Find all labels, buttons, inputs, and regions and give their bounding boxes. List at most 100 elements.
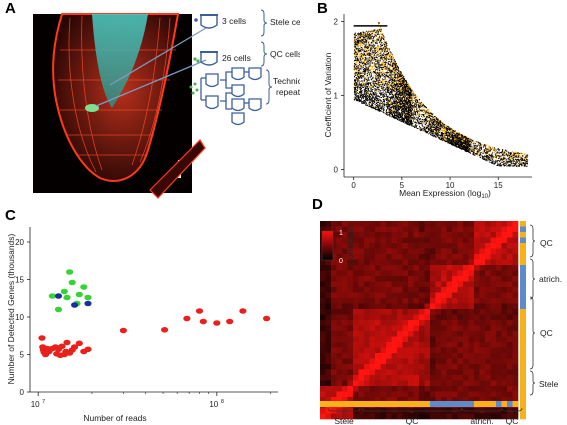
cv-point [448, 138, 450, 139]
cv-point [435, 133, 437, 135]
cv-point [389, 69, 391, 70]
cv-point [411, 118, 413, 120]
cv-point [361, 83, 363, 85]
cv-point [368, 79, 370, 81]
cv-point [358, 72, 359, 74]
cv-point [422, 117, 424, 118]
cv-point [404, 90, 405, 92]
cv-point [378, 49, 380, 51]
cv-point [405, 81, 407, 83]
cv-point [391, 104, 393, 105]
cv-point [378, 89, 380, 91]
cv-point [403, 86, 405, 88]
cv-point [372, 78, 374, 80]
cv-point [439, 119, 441, 121]
cv-point [384, 99, 386, 101]
cv-point [391, 54, 393, 56]
cv-point [367, 62, 369, 64]
cv-point [391, 110, 393, 112]
cv-point [488, 149, 490, 151]
cv-point [371, 86, 373, 87]
cv-point [434, 132, 436, 134]
cv-point [462, 140, 464, 142]
cv-point [444, 131, 446, 133]
cv-point [389, 96, 391, 98]
neighbor-root [149, 139, 206, 199]
cv-point [361, 57, 363, 59]
cv-point [502, 161, 504, 163]
cv-point [503, 151, 505, 153]
cv-point [416, 120, 418, 122]
cv-point [403, 118, 405, 120]
cv-point [377, 86, 379, 88]
cv-point [361, 72, 363, 74]
cv-point [357, 58, 359, 60]
cv-point [371, 56, 373, 58]
cv-point [428, 122, 430, 124]
cv-point [391, 94, 393, 96]
cv-point [441, 128, 442, 130]
cv-point [367, 53, 369, 55]
cv-point [515, 151, 517, 153]
cv-point [403, 117, 405, 119]
cv-point [356, 84, 358, 86]
cv-point [434, 118, 436, 120]
cv-point [377, 22, 379, 24]
cv-point [383, 66, 385, 68]
cv-point [437, 118, 439, 120]
cv-point [393, 85, 395, 87]
cv-point [389, 51, 391, 53]
cv-point [385, 82, 387, 84]
cv-point [423, 110, 425, 112]
cv-point [493, 148, 494, 150]
cv-point [411, 98, 412, 100]
cv-point [444, 134, 446, 136]
cv-point [375, 34, 377, 36]
cv-point [364, 46, 366, 48]
cv-point [377, 75, 379, 77]
cv-point [401, 75, 403, 77]
cv-point [372, 95, 374, 97]
cv-point [412, 110, 414, 112]
cv-point [489, 148, 491, 150]
cv-point [356, 92, 357, 94]
cv-point [355, 74, 357, 76]
cv-point [432, 128, 434, 130]
cv-point [377, 61, 379, 63]
cv-point [357, 83, 359, 85]
cv-point [377, 69, 379, 71]
cv-point [398, 82, 399, 84]
cv-point [381, 71, 383, 73]
cv-point [508, 156, 510, 158]
cv-point [385, 43, 387, 44]
cv-point [364, 54, 366, 56]
cv-point [398, 76, 400, 78]
cv-point [485, 158, 487, 159]
cv-point [373, 75, 375, 77]
cv-point [488, 147, 490, 149]
cv-point [360, 34, 362, 36]
cv-point [473, 141, 475, 143]
cv-point [391, 116, 393, 118]
cv-point [509, 159, 510, 161]
cv-point [385, 62, 387, 64]
cv-point [384, 105, 386, 107]
cv-point [450, 135, 451, 137]
cv-point [377, 62, 379, 64]
cv-point [391, 93, 393, 95]
cv-point [422, 106, 424, 108]
cv-point [399, 82, 401, 84]
cv-point [386, 90, 388, 92]
cv-point [398, 70, 400, 72]
cv-point [499, 155, 501, 157]
cv-point [353, 85, 355, 87]
cv-point [450, 129, 452, 131]
cv-point [460, 140, 462, 142]
cv-point [423, 121, 425, 123]
cv-point [412, 118, 414, 120]
cv-point [480, 147, 482, 149]
cv-point [455, 136, 457, 138]
cv-point [364, 95, 366, 97]
cv-point [399, 71, 401, 73]
cv-point [386, 58, 388, 60]
